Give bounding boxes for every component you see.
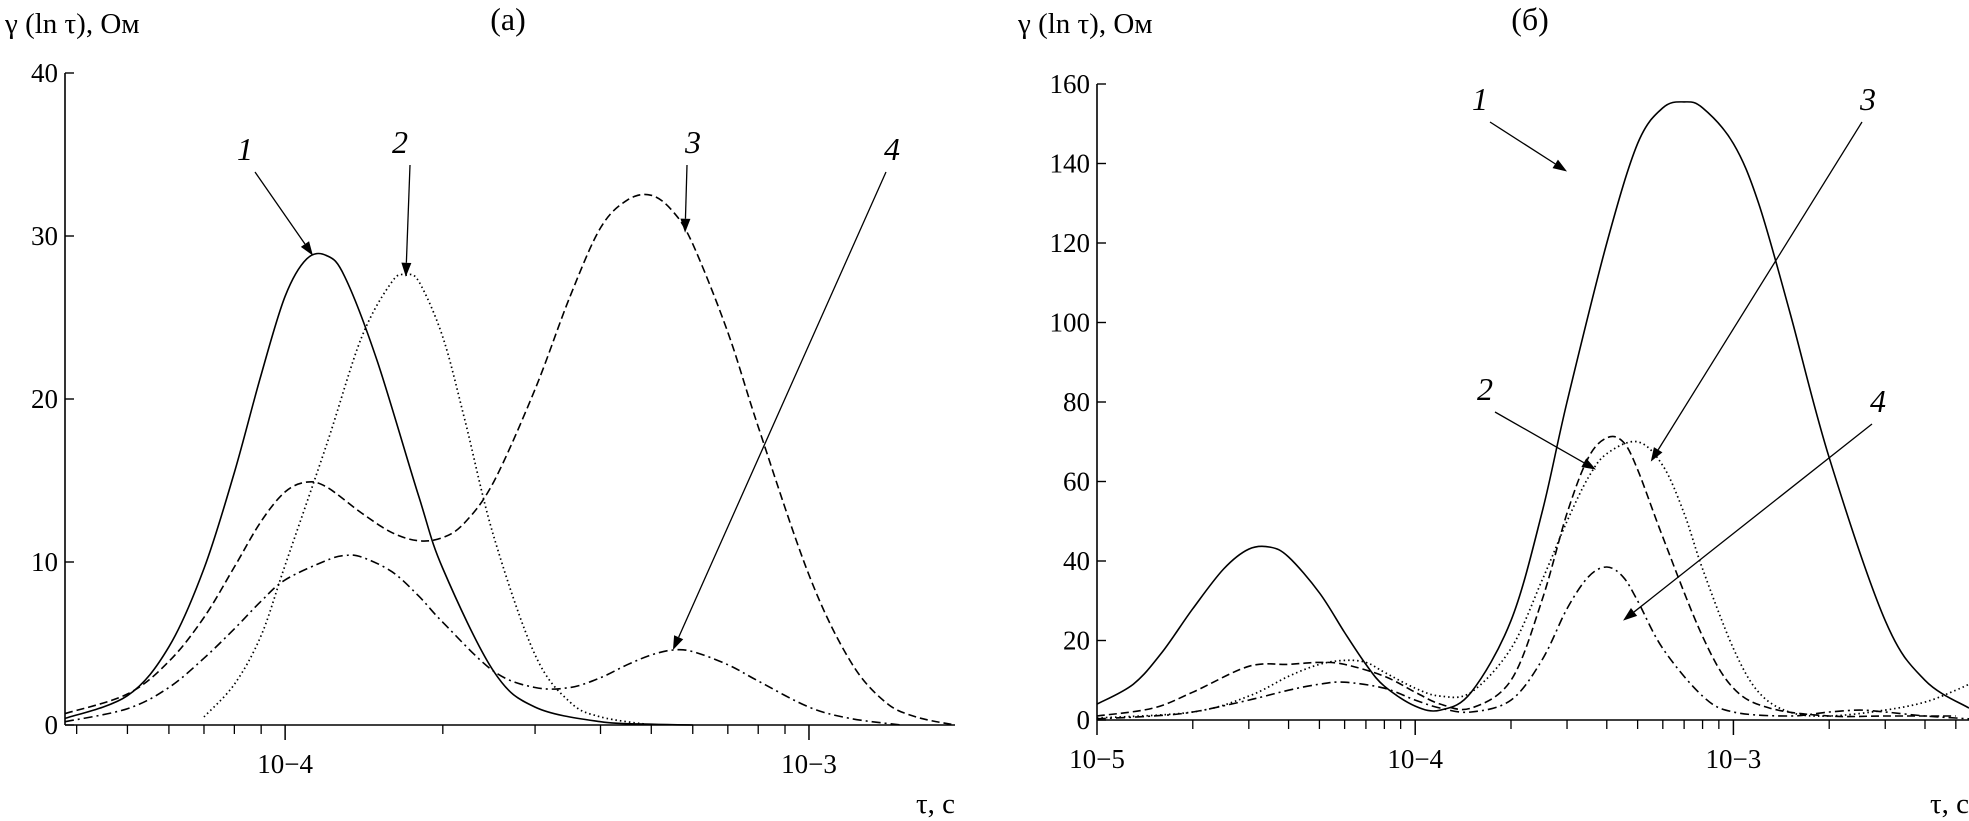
y-tick-label: 40 — [1063, 546, 1090, 576]
curve-label-3: 3 — [684, 124, 701, 160]
curve-label-4: 4 — [1870, 383, 1886, 419]
y-tick-label: 40 — [31, 58, 58, 88]
curve-label-1: 1 — [237, 131, 253, 167]
curve-label-arrow-line — [1657, 121, 1863, 451]
curve-label-arrowhead — [401, 262, 412, 277]
x-tick-label: 10−4 — [1387, 744, 1443, 774]
series-line-1 — [1096, 101, 1969, 712]
x-axis-title: τ, с — [916, 788, 955, 820]
y-tick-label: 140 — [1050, 149, 1091, 179]
panel-title: (а) — [490, 1, 526, 37]
curve-label-2: 2 — [392, 124, 408, 160]
curve-label-arrow-line — [684, 164, 688, 219]
series-line-3 — [64, 193, 956, 726]
y-tick-label: 0 — [1077, 705, 1091, 735]
curve-label-arrowhead — [1623, 608, 1638, 621]
y-tick-label: 20 — [31, 384, 58, 414]
curve-label-3: 3 — [1859, 81, 1876, 117]
y-tick-label: 80 — [1063, 387, 1090, 417]
x-tick-label: 10−5 — [1069, 744, 1125, 774]
curve-label-arrow-line — [254, 171, 306, 245]
curve-label-arrow-line — [1489, 121, 1556, 165]
y-axis-title: γ (ln τ), Ом — [1017, 8, 1153, 40]
y-tick-label: 160 — [1050, 69, 1091, 99]
series-line-3 — [1096, 440, 1969, 719]
series-line-1 — [64, 252, 693, 726]
curve-label-arrowhead — [680, 218, 691, 233]
x-tick-label: 10−3 — [781, 749, 837, 779]
curve-label-arrow-line — [678, 171, 887, 638]
curve-label-arrowhead — [1650, 447, 1663, 462]
y-tick-label: 30 — [31, 221, 58, 251]
chart-panel-b: 0 20 40 60 80 100 120 140 160 10−5 10−4 10−3 1 2 3 4 (б)… — [1017, 1, 1969, 820]
y-tick-label: 0 — [45, 710, 59, 740]
series-line-4 — [64, 554, 902, 726]
chart-panel-a: 0 10 20 30 40 10−4 10−3 1 2 3 4 (а) γ (ln τ), Ом τ, с — [4, 1, 956, 820]
curve-label-arrow-line — [405, 164, 411, 263]
curve-label-arrowhead — [300, 241, 313, 256]
panel-title: (б) — [1511, 1, 1549, 37]
x-tick-label: 10−3 — [1706, 744, 1762, 774]
y-tick-label: 100 — [1050, 308, 1091, 338]
series-line-4 — [1096, 566, 1969, 720]
curve-label-arrowhead — [1581, 458, 1597, 470]
curve-label-4: 4 — [884, 131, 900, 167]
y-axis-title: γ (ln τ), Ом — [4, 8, 140, 40]
curve-label-2: 2 — [1477, 371, 1493, 407]
x-tick-label: 10−4 — [257, 749, 313, 779]
y-tick-label: 120 — [1050, 228, 1091, 258]
x-axis-title: τ, с — [1930, 788, 1969, 820]
y-tick-label: 10 — [31, 547, 58, 577]
series-line-2 — [1096, 435, 1956, 718]
y-tick-label: 20 — [1063, 626, 1090, 656]
curve-label-arrow-line — [1633, 423, 1873, 613]
curve-label-arrowhead — [1552, 159, 1568, 172]
curve-label-1: 1 — [1472, 81, 1488, 117]
curve-label-arrow-line — [1494, 411, 1585, 464]
y-tick-label: 60 — [1063, 467, 1090, 497]
curve-label-arrowhead — [672, 635, 684, 651]
